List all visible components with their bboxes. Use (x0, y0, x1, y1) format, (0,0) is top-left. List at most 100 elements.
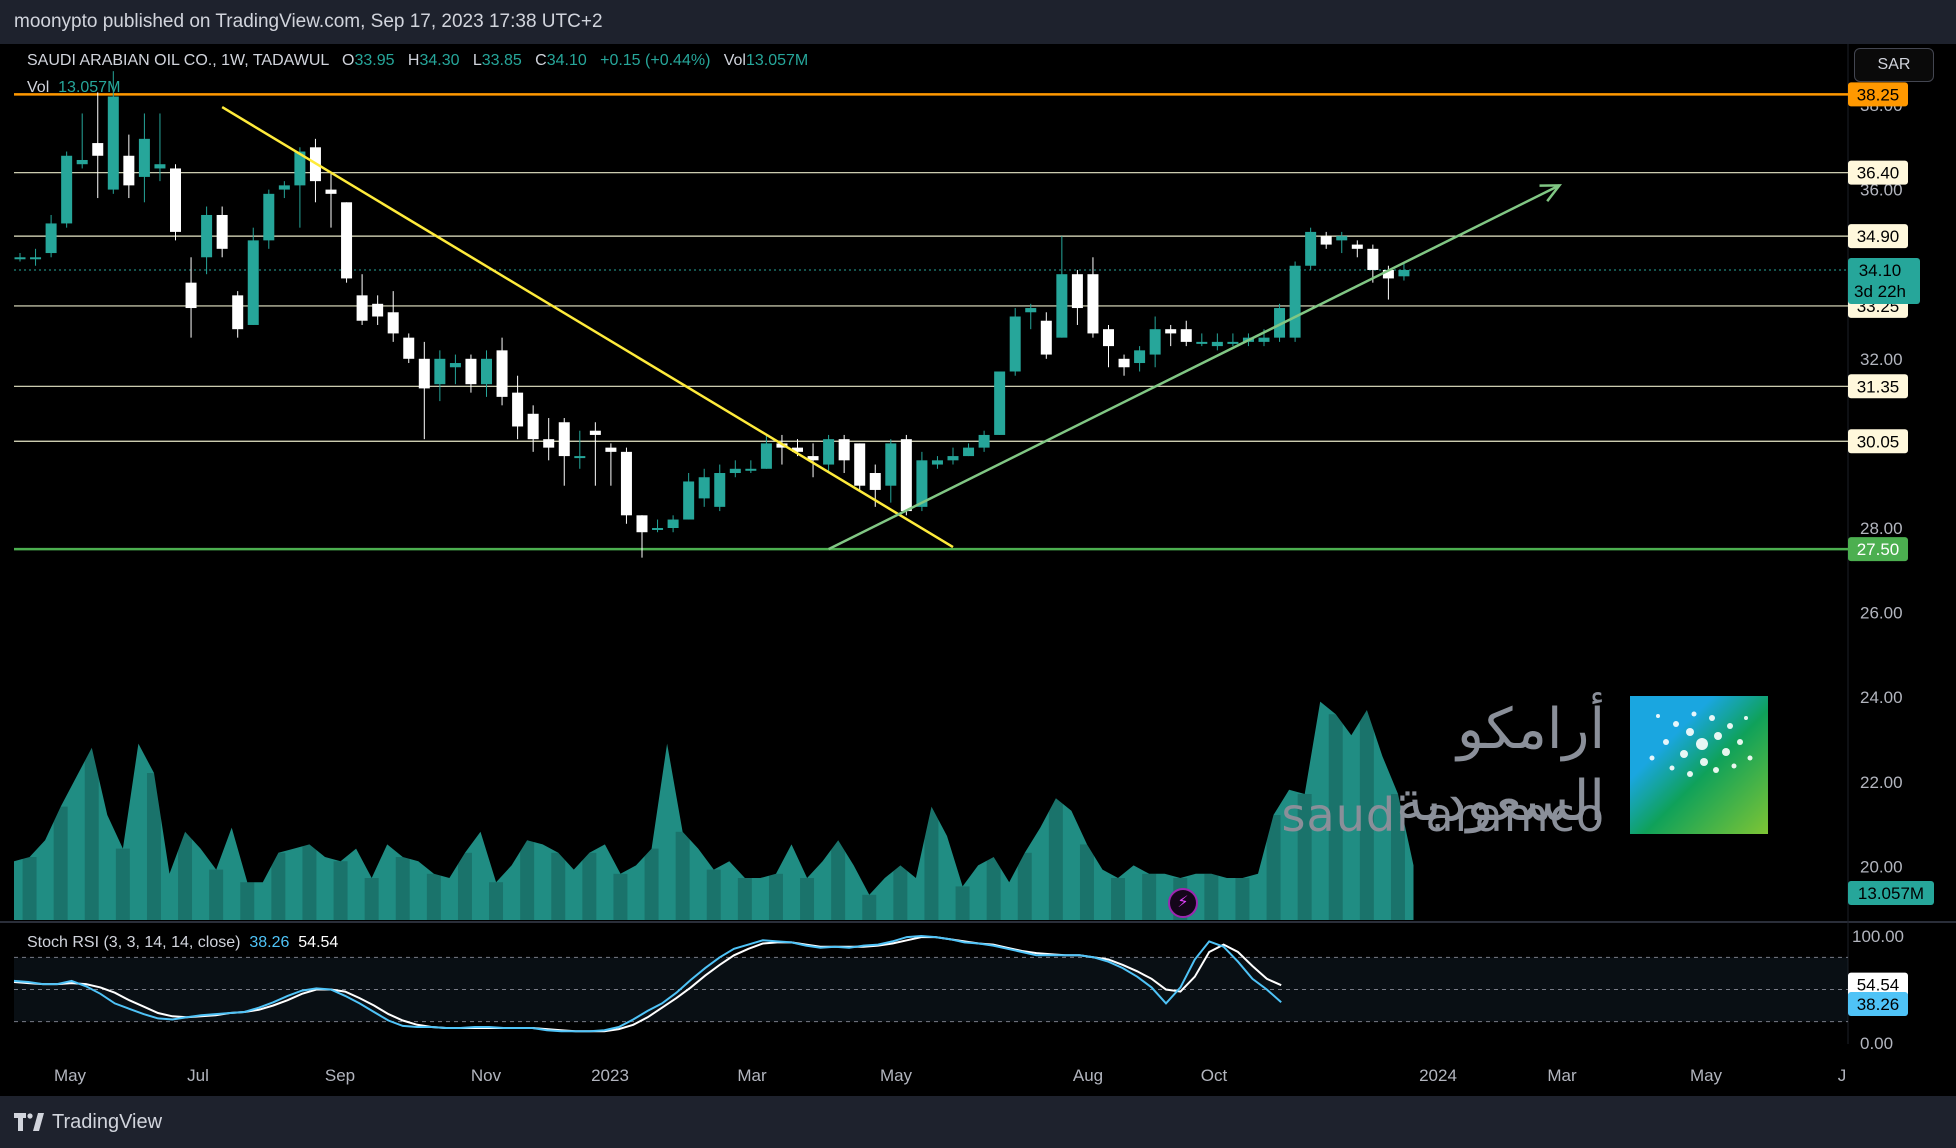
candle-body[interactable] (1367, 248, 1379, 270)
candle-body[interactable] (1149, 329, 1161, 355)
candle-body[interactable] (1056, 274, 1068, 338)
candle-body[interactable] (356, 295, 368, 321)
candle-body[interactable] (465, 358, 477, 385)
candle-body[interactable] (294, 151, 306, 186)
candle-body[interactable] (1289, 265, 1301, 338)
candle-body[interactable] (1103, 329, 1114, 347)
candle-body[interactable] (792, 447, 803, 452)
stoch-k-badge-label: 38.26 (1857, 995, 1900, 1014)
tradingview-logo[interactable]: TradingView (14, 1111, 162, 1134)
candle-body[interactable] (527, 413, 539, 440)
candle-body[interactable] (869, 473, 881, 490)
candle-body[interactable] (683, 481, 695, 520)
candle-body[interactable] (481, 358, 492, 385)
candle-body[interactable] (1336, 236, 1348, 241)
candle-body[interactable] (14, 257, 26, 260)
candle-body[interactable] (138, 138, 150, 177)
candle-body[interactable] (760, 443, 772, 469)
candle-body[interactable] (1305, 231, 1317, 266)
candle-body[interactable] (216, 214, 228, 249)
candle-body[interactable] (201, 214, 213, 258)
candle-body[interactable] (341, 202, 353, 279)
candle-body[interactable] (512, 392, 524, 427)
candle-body[interactable] (372, 303, 384, 317)
candle-body[interactable] (605, 447, 617, 452)
candle-body[interactable] (403, 337, 415, 359)
candle-body[interactable] (1320, 236, 1332, 245)
candle-body[interactable] (45, 223, 57, 254)
candle-body[interactable] (278, 185, 290, 190)
candle-body[interactable] (1211, 341, 1223, 347)
downtrend-line[interactable] (221, 106, 954, 549)
candle-body[interactable] (854, 443, 866, 486)
candle-body[interactable] (1180, 329, 1192, 342)
candle-body[interactable] (1227, 341, 1239, 344)
candle-body[interactable] (947, 456, 959, 461)
candle-body[interactable] (652, 528, 664, 530)
high-label: H (407, 52, 420, 69)
candle-body[interactable] (449, 363, 461, 368)
candle-body[interactable] (558, 422, 570, 457)
price-chart[interactable]: 38.0036.0034.0032.0030.0028.0026.0024.00… (0, 44, 1956, 1096)
volume-bar (955, 886, 970, 920)
candle-body[interactable] (232, 295, 244, 330)
candle-body[interactable] (1071, 274, 1083, 309)
candle-body[interactable] (667, 519, 679, 528)
candle-body[interactable] (434, 358, 446, 385)
candle-body[interactable] (92, 143, 104, 156)
candle-body[interactable] (61, 155, 73, 224)
candle-body[interactable] (931, 460, 943, 465)
candle-body[interactable] (325, 189, 337, 194)
candle-body[interactable] (1165, 329, 1177, 334)
candle-body[interactable] (1087, 274, 1099, 334)
candle-body[interactable] (1196, 341, 1208, 344)
candle-body[interactable] (838, 439, 850, 461)
candle-body[interactable] (543, 439, 555, 448)
candle-body[interactable] (1118, 358, 1130, 368)
candle-body[interactable] (589, 430, 601, 435)
candle-body[interactable] (1398, 269, 1410, 277)
candle-body[interactable] (418, 358, 430, 389)
candle-body[interactable] (387, 312, 399, 334)
candle-body[interactable] (76, 159, 88, 165)
candle-body[interactable] (263, 193, 275, 241)
candle-body[interactable] (900, 439, 912, 512)
candle-body[interactable] (496, 350, 508, 397)
currency-button[interactable]: SAR (1854, 48, 1934, 82)
candle-body[interactable] (1382, 269, 1394, 279)
candle-body[interactable] (1025, 308, 1037, 313)
candle-body[interactable] (636, 515, 648, 533)
candle-body[interactable] (916, 460, 928, 507)
candle-body[interactable] (1274, 308, 1286, 338)
candle-body[interactable] (1258, 337, 1270, 342)
candle-body[interactable] (885, 443, 897, 486)
candle-body[interactable] (1134, 350, 1146, 364)
candle-body[interactable] (978, 434, 990, 448)
candle-body[interactable] (1040, 320, 1052, 355)
candle-body[interactable] (745, 468, 757, 471)
candle-body[interactable] (620, 451, 632, 516)
candle-body[interactable] (170, 168, 181, 232)
candle-body[interactable] (1009, 316, 1021, 372)
volume-bar (1142, 873, 1157, 920)
candle-body[interactable] (185, 282, 197, 309)
candle-body[interactable] (107, 96, 119, 190)
candle-body[interactable] (574, 456, 586, 459)
candle-body[interactable] (994, 371, 1006, 435)
volume-bar (1359, 710, 1374, 920)
candle-body[interactable] (823, 439, 835, 465)
volume-bar (800, 878, 815, 920)
candle-body[interactable] (963, 447, 975, 457)
lightning-icon[interactable]: ⚡ (1168, 888, 1198, 918)
candle-body[interactable] (807, 456, 819, 461)
candle-body[interactable] (714, 473, 726, 507)
candle-body[interactable] (729, 468, 741, 474)
candle-body[interactable] (154, 164, 166, 169)
uptrend-line[interactable] (828, 184, 1561, 551)
candle-body[interactable] (698, 477, 710, 499)
candle-body[interactable] (1351, 244, 1363, 249)
candle-body[interactable] (123, 155, 135, 186)
level-price-badge (1848, 160, 1908, 185)
candle-body[interactable] (247, 240, 259, 325)
candle-body[interactable] (30, 257, 42, 260)
